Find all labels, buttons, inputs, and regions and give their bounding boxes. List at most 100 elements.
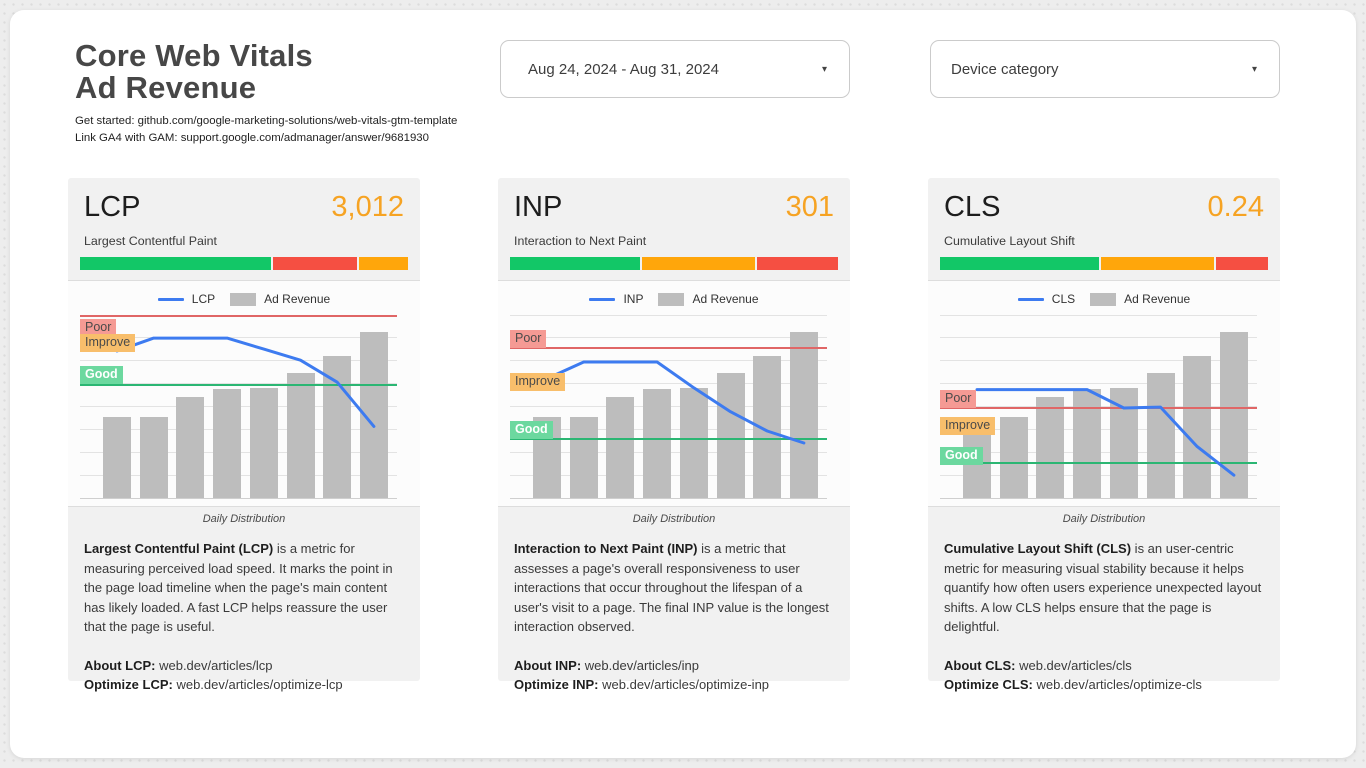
about-line: About CLS: web.dev/articles/cls bbox=[944, 656, 1264, 676]
plot-area: Poor Improve Good bbox=[80, 315, 397, 499]
segment-improve bbox=[1100, 257, 1215, 270]
legend-item-bar: Ad Revenue bbox=[658, 292, 759, 306]
get-started-link: Get started: github.com/google-marketing… bbox=[75, 115, 458, 127]
optimize-label: Optimize CLS: bbox=[944, 677, 1033, 692]
line-swatch bbox=[157, 297, 184, 301]
revenue-bar bbox=[213, 389, 242, 498]
metric-value: 301 bbox=[785, 191, 834, 223]
metric-description: Interaction to Next Paint (INP) is a met… bbox=[514, 539, 834, 637]
card-inp: INP 301 Interaction to Next Paint INP Ad Rev… bbox=[498, 178, 850, 692]
metric-title: INP bbox=[514, 191, 563, 223]
revenue-bar bbox=[1219, 332, 1248, 498]
chart-legend: CLS Ad Revenue bbox=[928, 292, 1280, 306]
about-label: About LCP: bbox=[84, 657, 156, 673]
device-category-filter[interactable]: Device category ▾ bbox=[930, 40, 1280, 98]
legend-item-line: LCP bbox=[157, 292, 216, 306]
chart-caption: Daily Distribution bbox=[202, 513, 286, 525]
page-title-line2: Ad Revenue bbox=[75, 70, 257, 105]
daily-chart[interactable]: CLS Ad Revenue Poor Improve Good bbox=[928, 280, 1280, 507]
good-threshold-line bbox=[940, 462, 1257, 465]
revenue-bar bbox=[139, 417, 168, 498]
metric-links: About CLS: web.dev/articles/cls Optimize … bbox=[928, 656, 1280, 695]
legend-item-line: CLS bbox=[1017, 292, 1075, 306]
legend-item-bar: Ad Revenue bbox=[230, 292, 330, 306]
chart-legend: INP Ad Revenue bbox=[498, 292, 850, 306]
segment-improve bbox=[641, 257, 755, 270]
metric-line bbox=[545, 360, 806, 445]
status-distribution-bar bbox=[940, 257, 1268, 270]
bar-swatch bbox=[1090, 292, 1117, 306]
segment-good bbox=[80, 257, 272, 270]
plot-area: Poor Improve Good bbox=[940, 315, 1257, 499]
revenue-bar bbox=[176, 396, 205, 498]
about-url: web.dev/articles/cls bbox=[1015, 657, 1132, 673]
threshold-label-poor: Poor bbox=[80, 318, 117, 337]
legend-item-line: INP bbox=[589, 292, 643, 306]
metric-value: 3,012 bbox=[331, 191, 404, 223]
line-swatch bbox=[589, 297, 616, 301]
poor-threshold-line bbox=[940, 407, 1257, 409]
segment-improve bbox=[359, 257, 408, 270]
report-header: Core Web Vitals Ad Revenue Get started: g… bbox=[75, 40, 457, 147]
about-url: web.dev/articles/inp bbox=[581, 657, 699, 673]
optimize-url: web.dev/articles/optimize-cls bbox=[1032, 677, 1202, 692]
threshold-label-good: Good bbox=[80, 365, 123, 384]
revenue-bar bbox=[1036, 396, 1065, 498]
card-head: INP 301 bbox=[498, 178, 850, 224]
device-category-value: Device category bbox=[951, 60, 1059, 78]
optimize-line: Optimize CLS: web.dev/articles/optimize-… bbox=[944, 675, 1264, 695]
revenue-bar bbox=[323, 356, 352, 498]
page-title-line1: Core Web Vitals bbox=[75, 38, 313, 73]
optimize-url: web.dev/articles/optimize-inp bbox=[598, 677, 770, 692]
segment-poor bbox=[757, 257, 838, 270]
revenue-bar bbox=[103, 417, 131, 498]
threshold-label-improve: Improve bbox=[510, 373, 566, 391]
revenue-bar bbox=[249, 387, 278, 498]
about-line: About INP: web.dev/articles/inp bbox=[514, 656, 834, 676]
date-range-value: Aug 24, 2024 - Aug 31, 2024 bbox=[528, 60, 719, 78]
revenue-bar bbox=[1183, 356, 1212, 498]
report-canvas: Core Web Vitals Ad Revenue Get started: g… bbox=[10, 10, 1356, 758]
metric-value: 0.24 bbox=[1207, 191, 1264, 223]
optimize-line: Optimize LCP: web.dev/articles/optimize-… bbox=[84, 675, 404, 695]
metric-line bbox=[975, 388, 1236, 477]
bar-swatch bbox=[230, 292, 257, 306]
revenue-bar bbox=[606, 396, 635, 498]
page-title: Core Web Vitals Ad Revenue bbox=[75, 40, 457, 104]
poor-threshold-line bbox=[510, 347, 827, 349]
metric-line bbox=[115, 336, 376, 428]
daily-chart[interactable]: INP Ad Revenue Poor Improve Good bbox=[498, 280, 850, 507]
status-distribution-bar bbox=[80, 257, 408, 270]
card-head: LCP 3,012 bbox=[68, 178, 420, 224]
metric-description-term: Largest Contentful Paint (LCP) bbox=[84, 541, 274, 556]
line-swatch bbox=[1017, 297, 1044, 301]
metric-subtitle: Interaction to Next Paint bbox=[514, 234, 647, 248]
revenue-bar bbox=[643, 389, 672, 498]
good-threshold-line bbox=[80, 384, 397, 386]
daily-chart[interactable]: LCP Ad Revenue Poor Improve Good bbox=[68, 280, 420, 507]
revenue-bar bbox=[1109, 387, 1138, 498]
chevron-down-icon: ▾ bbox=[1251, 63, 1257, 75]
optimize-line: Optimize INP: web.dev/articles/optimize-… bbox=[514, 675, 834, 695]
revenue-bar bbox=[569, 417, 598, 498]
metric-description-term: Cumulative Layout Shift (CLS) bbox=[944, 541, 1132, 556]
threshold-label-poor: Poor bbox=[940, 389, 977, 408]
status-distribution-bar bbox=[510, 257, 838, 270]
card-lcp: LCP 3,012 Largest Contentful Paint LCP Ad Re… bbox=[68, 178, 420, 692]
threshold-label-good: Good bbox=[940, 446, 983, 465]
metric-description: Cumulative Layout Shift (CLS) is an user… bbox=[944, 539, 1264, 637]
legend-bar-label: Ad Revenue bbox=[264, 292, 331, 306]
threshold-label-good: Good bbox=[510, 420, 553, 439]
about-label: About CLS: bbox=[944, 657, 1016, 673]
metric-description-text: is a metric that assesses a page's overa… bbox=[514, 541, 829, 634]
date-range-filter[interactable]: Aug 24, 2024 - Aug 31, 2024 ▾ bbox=[500, 40, 850, 98]
revenue-bar bbox=[679, 387, 708, 498]
revenue-bar bbox=[999, 417, 1028, 498]
segment-good bbox=[940, 257, 1099, 270]
segment-good bbox=[510, 257, 640, 270]
metric-description: Largest Contentful Paint (LCP) is a metr… bbox=[84, 539, 404, 637]
legend-line-label: LCP bbox=[191, 292, 216, 306]
metric-subtitle: Largest Contentful Paint bbox=[84, 234, 217, 248]
card-cls: CLS 0.24 Cumulative Layout Shift CLS Ad Reve… bbox=[928, 178, 1280, 692]
metric-description-text: is a metric for measuring perceived load… bbox=[84, 541, 393, 634]
